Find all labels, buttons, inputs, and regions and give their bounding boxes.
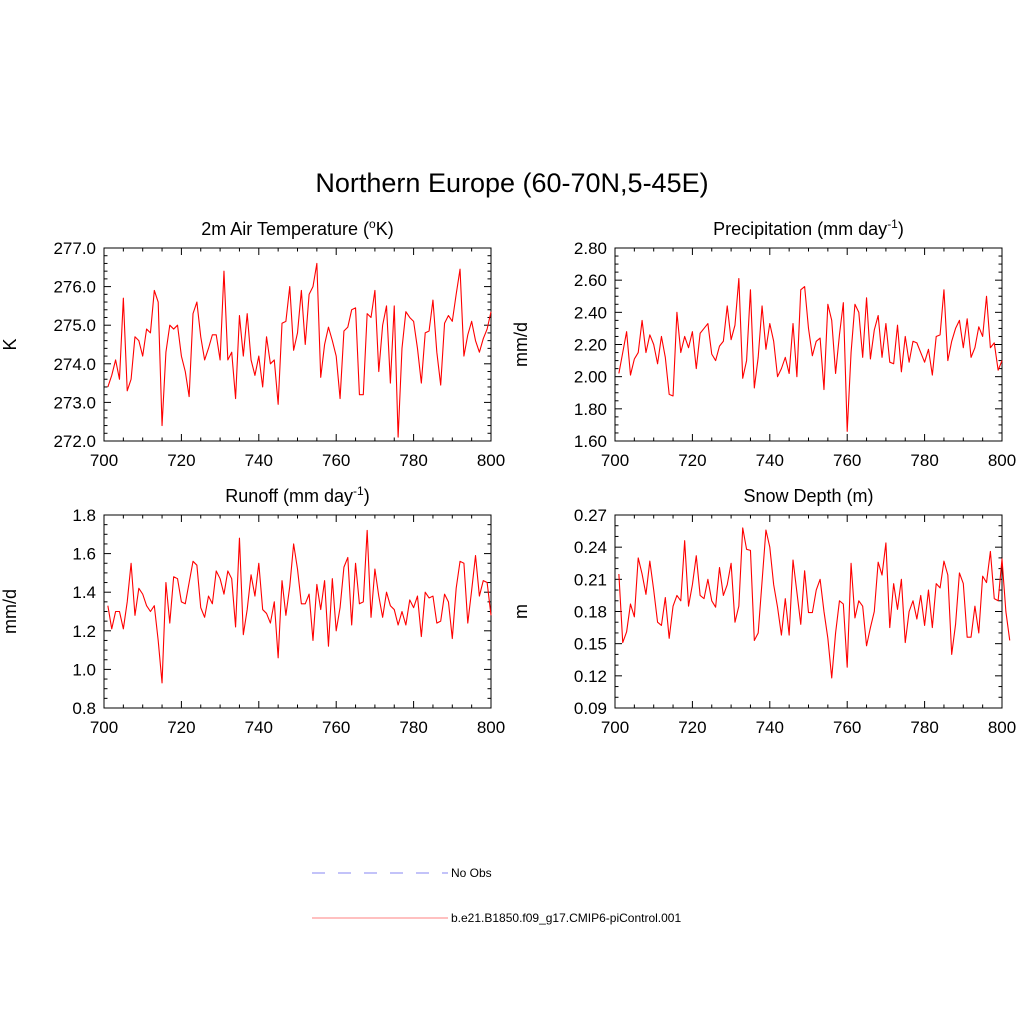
- x-tick-label: 720: [678, 718, 706, 737]
- y-tick-label: 1.4: [72, 583, 96, 602]
- legend-label-picontrol: b.e21.B1850.f09_g17.CMIP6-piControl.001: [451, 911, 681, 925]
- y-tick-label: 1.2: [72, 622, 96, 641]
- x-tick-label: 760: [322, 451, 350, 470]
- y-tick-label: 2.00: [574, 368, 607, 387]
- x-tick-label: 780: [910, 451, 938, 470]
- x-tick-label: 760: [322, 718, 350, 737]
- y-tick-label: 2.20: [574, 336, 607, 355]
- y-tick-label: 275.0: [53, 316, 96, 335]
- panel-title-snow-depth: Snow Depth (m): [743, 486, 873, 506]
- y-tick-label: 0.27: [574, 506, 607, 525]
- y-tick-label: 0.18: [574, 603, 607, 622]
- x-tick-label: 700: [90, 718, 118, 737]
- y-tick-label: 0.8: [72, 699, 96, 718]
- legend-label-no-obs: No Obs: [451, 866, 492, 880]
- series-line-runoff: [107, 529, 492, 684]
- x-tick-label: 800: [988, 451, 1016, 470]
- x-tick-label: 720: [167, 718, 195, 737]
- x-tick-label: 740: [756, 718, 784, 737]
- x-tick-label: 800: [477, 718, 505, 737]
- y-tick-label: 274.0: [53, 355, 96, 374]
- y-tick-label: 276.0: [53, 278, 96, 297]
- series-line-temperature: [107, 262, 492, 438]
- panel-temperature: 700 720 740 760 780 800 272.0 273.0 274.0 275.0 27…: [0, 217, 505, 470]
- x-tick-label: 720: [678, 451, 706, 470]
- y-tick-label: 0.12: [574, 667, 607, 686]
- x-tick-label: 800: [988, 718, 1016, 737]
- y-tick-label: 2.60: [574, 271, 607, 290]
- y-tick-label: 1.0: [72, 660, 96, 679]
- x-tick-label: 740: [245, 451, 273, 470]
- y-tick-label: 0.24: [574, 538, 607, 557]
- y-tick-label: 277.0: [53, 239, 96, 258]
- figure-title: Northern Europe (60-70N,5-45E): [315, 168, 708, 198]
- y-axis-label-temperature: K: [0, 338, 20, 350]
- y-tick-label: 1.60: [574, 432, 607, 451]
- x-tick-label: 800: [477, 451, 505, 470]
- x-tick-label: 700: [90, 451, 118, 470]
- x-tick-label: 760: [833, 451, 861, 470]
- x-tick-label: 700: [601, 451, 629, 470]
- y-axis-label-snow-depth: m: [511, 604, 531, 619]
- x-tick-label: 780: [910, 718, 938, 737]
- y-tick-label: 0.21: [574, 570, 607, 589]
- x-tick-label: 740: [245, 718, 273, 737]
- y-tick-label: 0.09: [574, 699, 607, 718]
- series-line-snow-depth: [618, 527, 1011, 679]
- legend: No Obs b.e21.B1850.f09_g17.CMIP6-piContr…: [312, 866, 681, 925]
- plot-frame-precipitation: [614, 247, 1003, 442]
- y-tick-label: 1.8: [72, 506, 96, 525]
- panel-snow-depth: 700 720 740 760 780 800 0.09 0.12 0.15 0.18 0.21 0.…: [511, 486, 1016, 737]
- y-tick-label: 2.80: [574, 239, 607, 258]
- y-axis-label-precipitation: mm/d: [511, 322, 531, 367]
- x-tick-label: 720: [167, 451, 195, 470]
- x-tick-label: 780: [399, 718, 427, 737]
- y-tick-label: 1.80: [574, 400, 607, 419]
- panel-precipitation: 700 720 740 760 780 800 1.60 1.80 2.00 2.20 2.40 2.…: [511, 217, 1016, 470]
- series-line-precipitation: [618, 278, 1003, 432]
- y-axis-label-runoff: mm/d: [0, 589, 20, 634]
- panel-title-precipitation: Precipitation (mm day-1): [713, 217, 904, 239]
- y-tick-label: 2.40: [574, 303, 607, 322]
- y-tick-label: 273.0: [53, 393, 96, 412]
- panel-title-runoff: Runoff (mm day-1): [225, 484, 369, 506]
- x-tick-label: 760: [833, 718, 861, 737]
- y-tick-label: 1.6: [72, 545, 96, 564]
- panels: 700 720 740 760 780 800 272.0 273.0 274.0 275.0 27…: [0, 217, 1016, 737]
- x-tick-label: 700: [601, 718, 629, 737]
- y-tick-label: 0.15: [574, 635, 607, 654]
- x-tick-label: 740: [756, 451, 784, 470]
- panel-title-temperature: 2m Air Temperature (oK): [201, 217, 393, 239]
- y-tick-label: 272.0: [53, 432, 96, 451]
- panel-runoff: 700 720 740 760 780 800 0.8 1.0 1.2 1.4 1.6 1.8 Runo…: [0, 484, 505, 737]
- x-tick-label: 780: [399, 451, 427, 470]
